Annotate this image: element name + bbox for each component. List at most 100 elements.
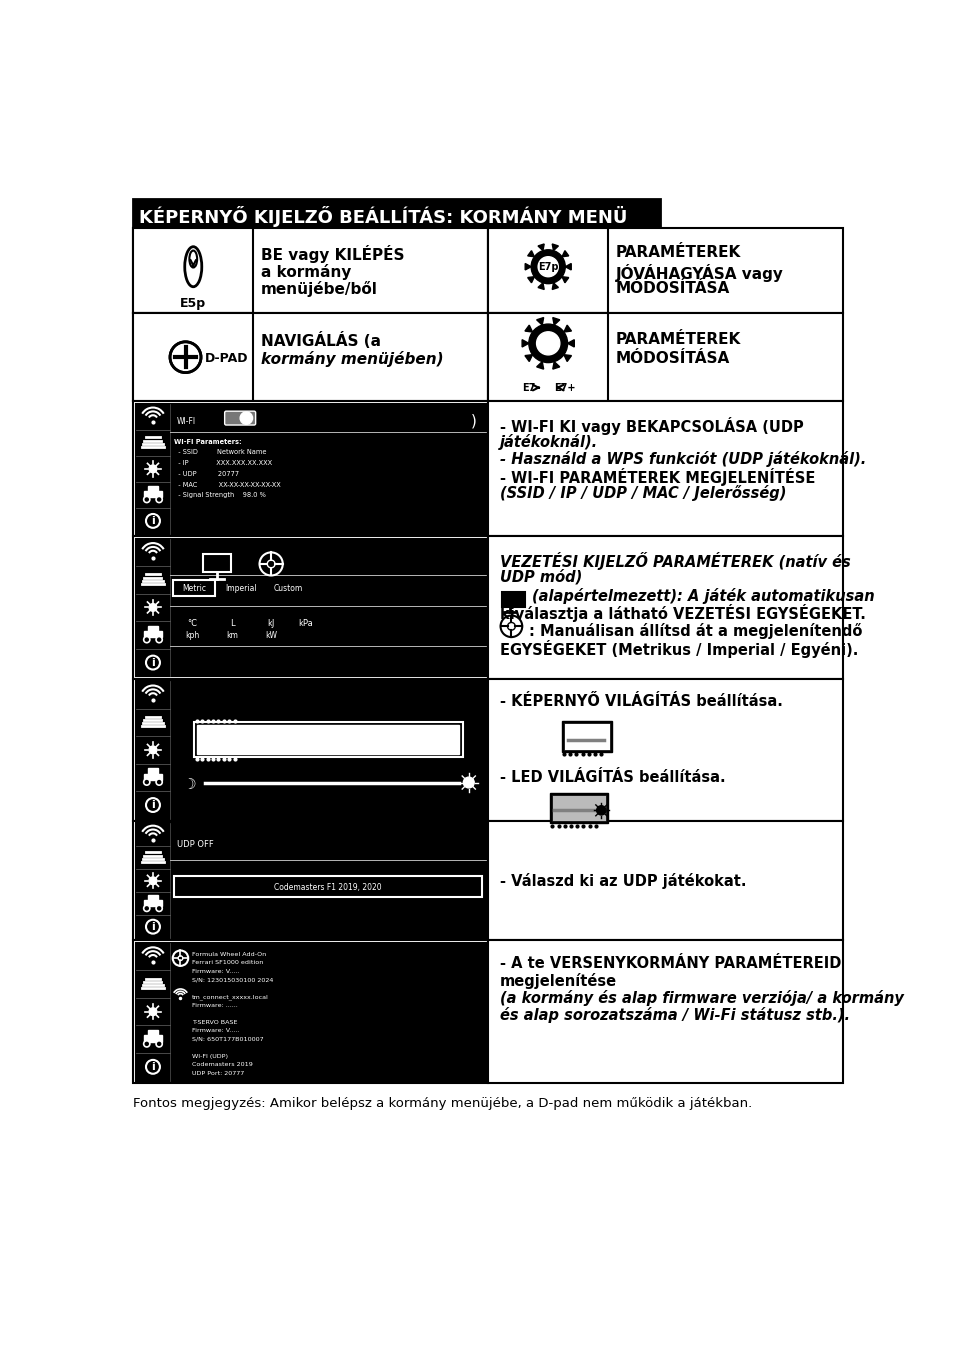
Bar	[148, 1030, 158, 1035]
Text: WI-FI Parameters:: WI-FI Parameters:	[174, 439, 242, 444]
Polygon shape	[524, 355, 532, 362]
Text: játékoknál).: játékoknál).	[499, 433, 598, 450]
Text: Custom: Custom	[274, 585, 303, 593]
Circle shape	[156, 1041, 162, 1048]
Text: VEZETÉSI KIJELZŐ PARAMÉTEREK (natív és: VEZETÉSI KIJELZŐ PARAMÉTEREK (natív és	[499, 552, 850, 570]
Circle shape	[156, 497, 162, 502]
Polygon shape	[561, 277, 568, 282]
Polygon shape	[537, 362, 543, 369]
Bar	[488, 228, 842, 313]
Bar	[148, 895, 158, 900]
Bar	[203, 554, 231, 572]
Text: NAVIGÁLÁS (a: NAVIGÁLÁS (a	[261, 332, 380, 350]
Text: (alapértelmezett): A játék automatikusan: (alapértelmezett): A játék automatikusan	[532, 587, 874, 603]
Text: WI-FI (UDP): WI-FI (UDP)	[192, 1053, 228, 1058]
Text: E7p: E7p	[537, 262, 558, 271]
Text: - Használd a WPS funkciót (UDP játékoknál).: - Használd a WPS funkciót (UDP játékokná…	[499, 451, 865, 467]
Text: (a kormány és alap firmware verziója/ a kormány: (a kormány és alap firmware verziója/ a …	[499, 990, 902, 1006]
Text: - IP             XXX.XXX.XX.XXX: - IP XXX.XXX.XX.XXX	[174, 460, 273, 466]
Circle shape	[156, 906, 162, 911]
Text: kph: kph	[185, 630, 199, 640]
Text: km: km	[226, 630, 238, 640]
Circle shape	[537, 256, 558, 277]
Text: - MAC          XX-XX-XX-XX-XX-XX: - MAC XX-XX-XX-XX-XX-XX	[174, 482, 281, 487]
Bar	[133, 401, 488, 536]
Ellipse shape	[185, 247, 202, 286]
Circle shape	[536, 332, 559, 355]
Bar	[133, 228, 488, 313]
Bar	[144, 491, 162, 497]
Text: i: i	[151, 922, 154, 931]
Circle shape	[149, 878, 156, 884]
Text: Imperial: Imperial	[225, 585, 256, 593]
Text: - UDP          20777: - UDP 20777	[174, 471, 239, 477]
Bar	[501, 591, 525, 608]
Bar	[174, 876, 481, 898]
Text: Codemasters 2019: Codemasters 2019	[192, 1062, 253, 1066]
Bar	[552, 795, 605, 821]
Circle shape	[240, 412, 253, 424]
Text: °C: °C	[187, 620, 197, 628]
Text: S/N: 650T177B010007: S/N: 650T177B010007	[192, 1037, 263, 1042]
Circle shape	[596, 806, 605, 815]
Bar	[144, 1035, 162, 1042]
Ellipse shape	[190, 251, 197, 267]
Text: JÓVÁHAGYÁSA vagy: JÓVÁHAGYÁSA vagy	[616, 263, 783, 282]
Bar	[144, 774, 162, 780]
Text: i: i	[151, 657, 154, 668]
Polygon shape	[552, 317, 559, 325]
Circle shape	[463, 778, 474, 788]
Polygon shape	[552, 362, 559, 369]
Text: UDP mód): UDP mód)	[499, 568, 581, 585]
Bar	[133, 313, 253, 401]
Bar	[135, 942, 485, 1080]
Text: - KÉPERNYŐ VILÁGÍTÁS beállítása.: - KÉPERNYŐ VILÁGÍTÁS beállítása.	[499, 694, 781, 709]
Bar	[148, 626, 158, 632]
Bar	[193, 722, 462, 757]
Bar	[550, 792, 608, 824]
Text: E7+: E7+	[554, 382, 576, 393]
Text: MÓDOSÍTÁSA: MÓDOSÍTÁSA	[616, 281, 729, 296]
Text: - LED VILÁGÍTÁS beállítása.: - LED VILÁGÍTÁS beállítása.	[499, 769, 724, 784]
Text: menüjébe/ből: menüjébe/ből	[261, 281, 377, 297]
Polygon shape	[527, 251, 534, 256]
Polygon shape	[563, 325, 571, 332]
Polygon shape	[552, 284, 558, 289]
Bar	[133, 941, 488, 1083]
Polygon shape	[537, 284, 543, 289]
Bar	[135, 539, 485, 676]
Text: PARAMÉTEREK: PARAMÉTEREK	[616, 332, 740, 347]
Bar	[135, 680, 485, 819]
FancyBboxPatch shape	[224, 412, 255, 425]
Text: tm_connect_xxxxx.local: tm_connect_xxxxx.local	[192, 995, 269, 1000]
Circle shape	[149, 1008, 156, 1015]
Bar	[488, 679, 842, 821]
Bar	[133, 228, 253, 313]
Text: és alap sorozatszáma / Wi-Fi státusz stb.).: és alap sorozatszáma / Wi-Fi státusz stb…	[499, 1007, 849, 1023]
Bar	[144, 632, 162, 637]
Bar	[488, 313, 608, 401]
Circle shape	[156, 779, 162, 786]
Circle shape	[531, 250, 565, 284]
Polygon shape	[565, 263, 571, 270]
Text: Firmware: ......: Firmware: ......	[192, 1003, 237, 1008]
Text: Firmware: V.....: Firmware: V.....	[192, 1029, 239, 1033]
Text: a kormány: a kormány	[261, 263, 351, 279]
Polygon shape	[563, 355, 571, 362]
Text: PARAMÉTEREK: PARAMÉTEREK	[616, 246, 740, 261]
Text: kW: kW	[265, 630, 277, 640]
Polygon shape	[552, 244, 558, 251]
Circle shape	[149, 747, 156, 753]
Bar	[148, 768, 158, 774]
Bar	[488, 401, 842, 536]
Text: - Válaszd ki az UDP játékokat.: - Válaszd ki az UDP játékokat.	[499, 873, 745, 888]
Text: - WI-FI PARAMÉTEREK MEGJELENÍTÉSE: - WI-FI PARAMÉTEREK MEGJELENÍTÉSE	[499, 467, 814, 486]
Circle shape	[144, 779, 150, 786]
Text: : Manuálisan állítsd át a megjelenítendő: : Manuálisan állítsd át a megjelenítendő	[529, 624, 862, 640]
Text: BE vagy KILÉPÉS: BE vagy KILÉPÉS	[261, 246, 404, 263]
Bar	[488, 228, 608, 313]
Circle shape	[528, 324, 567, 363]
Bar	[133, 313, 488, 401]
Text: i: i	[151, 516, 154, 526]
Text: Metric: Metric	[182, 585, 206, 593]
